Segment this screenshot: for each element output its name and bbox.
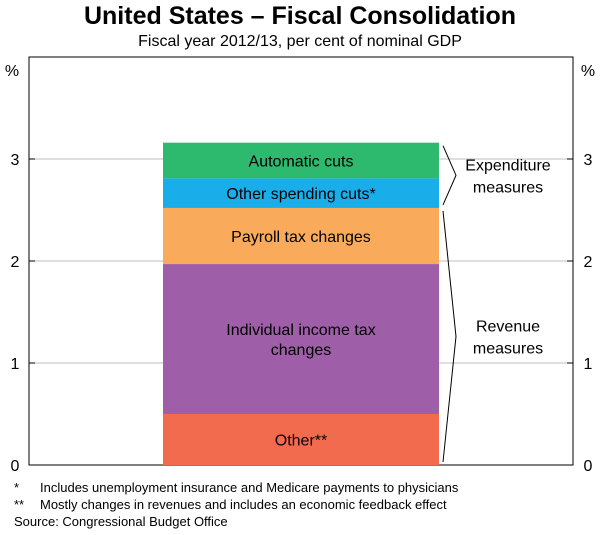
footnote-mark: ** [14, 497, 25, 512]
bar-segment [163, 142, 439, 179]
chart-title: United States – Fiscal Consolidation [83, 2, 517, 30]
group-label: measures [473, 340, 543, 357]
segment-label: Payroll tax changes [231, 229, 371, 246]
segment-label: Individual income tax [226, 322, 375, 339]
y-tick-label-right: 1 [584, 356, 593, 373]
segment-label: Other** [275, 433, 327, 450]
segment-label: Other spending cuts* [226, 186, 375, 203]
y-tick-label-right: 3 [584, 152, 593, 169]
y-tick-label-left: 2 [11, 254, 20, 271]
group-label: Expenditure [465, 157, 550, 174]
group-label: Revenue [476, 318, 540, 335]
bar-segment [163, 414, 439, 465]
y-tick-label-left: 0 [11, 458, 20, 475]
footnote-2: ** Mostly changes in revenues and include… [14, 496, 458, 513]
segment-label: Automatic cuts [249, 154, 354, 171]
y-tick-label-right: 2 [584, 254, 593, 271]
footnote-text: Mostly changes in revenues and includes … [40, 497, 447, 512]
y-unit-label-left: % [5, 63, 19, 80]
bar-segment [163, 178, 439, 208]
chart-subtitle: Fiscal year 2012/13, per cent of nominal… [138, 33, 462, 50]
y-tick-label-left: 3 [11, 152, 20, 169]
group-label: measures [473, 179, 543, 196]
bar-segment [163, 264, 439, 414]
footnote-1: * Includes unemployment insurance and Med… [14, 479, 458, 496]
source-note: Source: Congressional Budget Office [14, 514, 228, 529]
footnote-text: Includes unemployment insurance and Medi… [40, 480, 459, 495]
bar-segment [163, 207, 439, 265]
y-tick-label-right: 0 [584, 458, 593, 475]
segment-label: changes [271, 342, 332, 359]
group-bracket [442, 210, 457, 463]
group-bracket [442, 145, 457, 206]
footnote-mark: * [14, 480, 20, 495]
y-unit-label-right: % [581, 63, 595, 80]
y-tick-label-left: 1 [11, 356, 20, 373]
footnotes: * Includes unemployment insurance and Med… [14, 479, 458, 530]
